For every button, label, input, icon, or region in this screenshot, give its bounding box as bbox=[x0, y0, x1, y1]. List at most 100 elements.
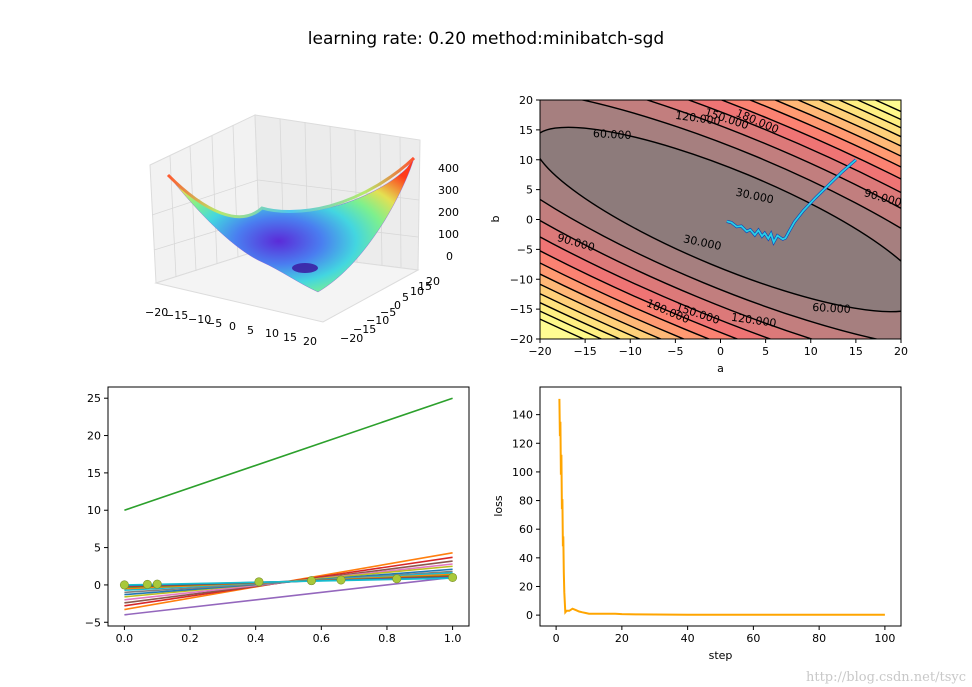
z-tick-label: 300 bbox=[438, 184, 459, 197]
y-tick-label: 5 bbox=[94, 542, 101, 555]
z-tick-label: 100 bbox=[438, 228, 459, 241]
y-tick-label: −20 bbox=[510, 333, 533, 346]
contour-line bbox=[540, 100, 901, 339]
y-tick-label: 10 bbox=[87, 504, 101, 517]
x-tick-label: 0 bbox=[717, 345, 724, 358]
y-tick-label: 5 bbox=[526, 184, 533, 197]
y-tick-label: 0 bbox=[526, 214, 533, 227]
loss-frame bbox=[539, 386, 902, 627]
y-tick-label: 15 bbox=[418, 280, 432, 293]
gradient-trajectory bbox=[726, 159, 857, 245]
x-tick-label: 10 bbox=[265, 327, 279, 340]
x-tick-label: 15 bbox=[283, 331, 297, 344]
x-tick-label: 0.0 bbox=[116, 632, 134, 645]
y-tick-label: 60 bbox=[519, 523, 533, 536]
surface-3d-plot: 400 300 200 100 0 −20 −15 −10 −5 0 5 10 … bbox=[145, 114, 459, 348]
x-tick-label: 80 bbox=[812, 632, 826, 645]
contour-level-label: 120.000 bbox=[730, 311, 777, 330]
y-tick-label: −5 bbox=[85, 616, 101, 629]
y-tick-label: 15 bbox=[519, 124, 533, 137]
data-point bbox=[306, 576, 316, 586]
x-tick-label: 1.0 bbox=[444, 632, 462, 645]
x-tick-label: 20 bbox=[894, 345, 908, 358]
y-tick-label: 140 bbox=[512, 409, 533, 422]
y-tick-label: 20 bbox=[87, 430, 101, 443]
y-tick-label: 20 bbox=[426, 275, 440, 288]
contour-xlabel: a bbox=[717, 362, 724, 375]
x-tick-label: 10 bbox=[804, 345, 818, 358]
y-tick-label: −15 bbox=[353, 323, 376, 336]
x-tick-label: 40 bbox=[681, 632, 695, 645]
x-tick-label: 60 bbox=[746, 632, 760, 645]
data-point bbox=[119, 580, 129, 590]
x-tick-label: 100 bbox=[874, 632, 895, 645]
fit-line-iter-1 bbox=[124, 576, 453, 616]
y-tick-label: 15 bbox=[87, 467, 101, 480]
x-tick-label: 5 bbox=[247, 324, 254, 337]
x-tick-label: −5 bbox=[667, 345, 683, 358]
floor-pane bbox=[154, 249, 420, 323]
contour-band bbox=[540, 127, 901, 312]
contour-line bbox=[540, 100, 901, 339]
y-tick-label: 100 bbox=[512, 466, 533, 479]
y-tick-label: 25 bbox=[87, 392, 101, 405]
x-tick-label: −15 bbox=[574, 345, 597, 358]
contour-level-label: 60.000 bbox=[812, 301, 851, 316]
data-point bbox=[152, 579, 162, 589]
x-tick-label: 20 bbox=[615, 632, 629, 645]
contour-line bbox=[540, 100, 901, 339]
data-point bbox=[336, 575, 346, 585]
y-tick-label: −5 bbox=[517, 243, 533, 256]
y-tick-label: −10 bbox=[510, 273, 533, 286]
contour-line bbox=[540, 100, 901, 339]
y-tick-label: 0 bbox=[526, 609, 533, 622]
contour-level-label: 120.000 bbox=[674, 109, 721, 128]
x-tick-label: 5 bbox=[762, 345, 769, 358]
fit-lines-plot: 0.0 0.2 0.4 0.6 0.8 1.0 −5 0 5 10 15 20 25 bbox=[85, 386, 470, 645]
contour-line bbox=[540, 126, 901, 313]
x-tick-label: 0.8 bbox=[378, 632, 396, 645]
y-tick-label: −5 bbox=[380, 306, 396, 319]
loss-curve-plot: 0 20 40 60 80 100 0 20 40 60 80 100 120 140 step loss bbox=[492, 386, 902, 662]
x-tick-label: 20 bbox=[303, 335, 317, 348]
x-tick-label: −10 bbox=[188, 313, 211, 326]
x-tick-label: 0 bbox=[229, 320, 236, 333]
y-tick-label: −20 bbox=[340, 332, 363, 345]
contour-line bbox=[540, 100, 901, 339]
x-tick-label: −20 bbox=[145, 306, 168, 319]
fit-frame bbox=[107, 386, 470, 627]
x-tick-label: 0.4 bbox=[247, 632, 265, 645]
y-tick-label: 80 bbox=[519, 495, 533, 508]
z-tick-label: 400 bbox=[438, 162, 459, 175]
loss-plot-area bbox=[540, 387, 901, 626]
contour-plot: 30.00030.00060.00060.00090.00090.000120.… bbox=[489, 94, 908, 375]
x-tick-label: −10 bbox=[619, 345, 642, 358]
loss-ylabel: loss bbox=[492, 495, 505, 517]
data-point bbox=[254, 577, 264, 587]
fit-line-initial bbox=[124, 397, 453, 511]
y-tick-label: 5 bbox=[402, 291, 409, 304]
figure-title: learning rate: 0.20 method:minibatch-sgd bbox=[307, 29, 665, 49]
x-tick-label: 0.6 bbox=[313, 632, 331, 645]
y-tick-label: 0 bbox=[394, 299, 401, 312]
data-point bbox=[448, 572, 458, 582]
x-tick-label: −15 bbox=[165, 309, 188, 322]
x-tick-label: 15 bbox=[849, 345, 863, 358]
y-tick-label: 40 bbox=[519, 552, 533, 565]
z-tick-label: 0 bbox=[446, 250, 453, 263]
y-tick-label: −10 bbox=[366, 314, 389, 327]
surface-rim bbox=[166, 156, 416, 219]
y-tick-label: 20 bbox=[519, 580, 533, 593]
y-tick-label: 10 bbox=[410, 285, 424, 298]
surface-minimum-marker bbox=[292, 263, 318, 273]
watermark: http://blog.csdn.net/tsyc bbox=[805, 670, 966, 685]
loss-xlabel: step bbox=[709, 649, 733, 662]
data-point bbox=[142, 579, 152, 589]
y-tick-label: 10 bbox=[519, 154, 533, 167]
x-tick-label: 0.2 bbox=[181, 632, 199, 645]
z-tick-label: 200 bbox=[438, 206, 459, 219]
y-tick-label: 20 bbox=[519, 94, 533, 107]
y-tick-label: −15 bbox=[510, 303, 533, 316]
x-tick-label: 0 bbox=[553, 632, 560, 645]
